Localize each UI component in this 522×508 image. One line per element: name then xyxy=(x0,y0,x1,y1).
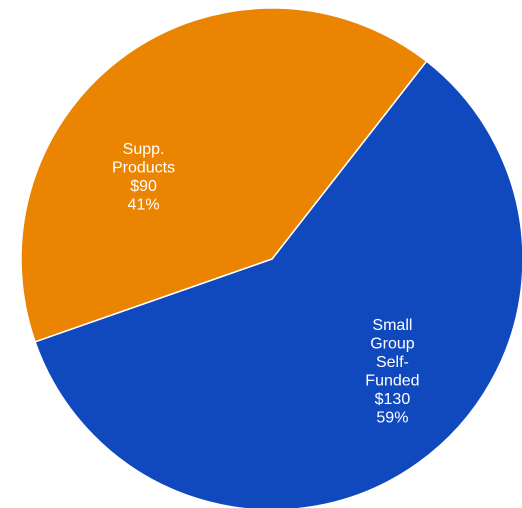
slice-percent-label: 41% xyxy=(128,197,160,214)
slice-value-label: $90 xyxy=(130,178,157,195)
slice-category-label: Small xyxy=(372,317,412,334)
slice-category-label: Products xyxy=(112,160,175,177)
slice-category-label: Self- xyxy=(376,354,409,371)
slice-value-label: $130 xyxy=(375,391,411,408)
slice-percent-label: 59% xyxy=(376,409,408,426)
pie-slice-1 xyxy=(34,60,522,508)
pie-slices xyxy=(20,7,522,508)
slice-category-label: Funded xyxy=(365,372,419,389)
pie-slice-2 xyxy=(20,7,428,343)
slice-label-2: Supp. Products$90 41% xyxy=(112,141,175,214)
slice-category-label: Group xyxy=(370,335,415,352)
slice-category-label: Supp. xyxy=(123,141,165,158)
